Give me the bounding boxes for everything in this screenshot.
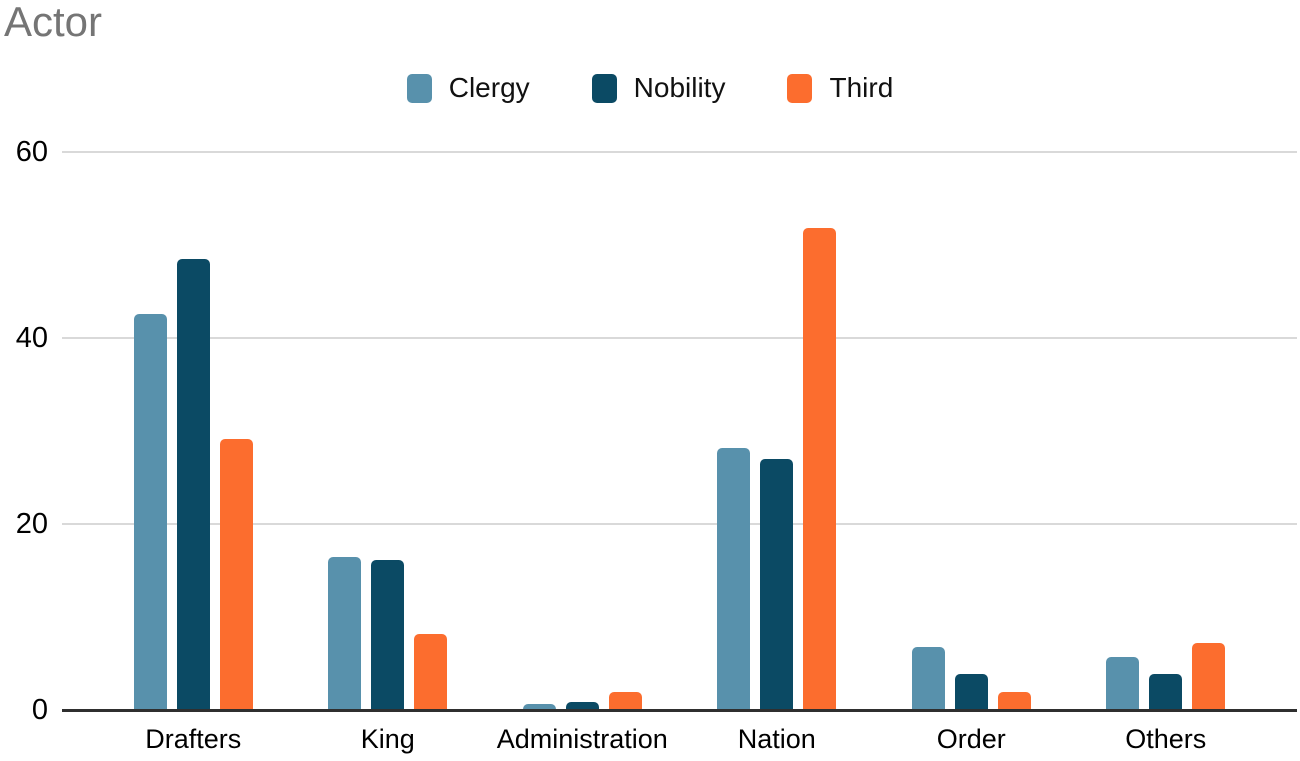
legend-swatch-nobility: [591, 73, 617, 103]
bar-others-nobility: [1149, 674, 1183, 709]
x-axis-labels: Drafters King Administration Nation Order Oth…: [96, 721, 1263, 757]
legend-item-third: Third: [787, 68, 893, 108]
bar-order-third: [997, 692, 1031, 709]
bar-drafters-clergy: [133, 314, 167, 709]
bar-order-nobility: [954, 674, 988, 709]
x-label-king: King: [360, 724, 415, 754]
x-label-order: Order: [936, 724, 1006, 754]
x-label-drafters: Drafters: [145, 724, 242, 754]
x-axis-line: [62, 709, 1297, 712]
plot-area: Drafters King Administration Nation Order Oth…: [62, 151, 1297, 754]
gridline-y-20: [62, 523, 1297, 525]
bar-king-clergy: [328, 557, 362, 709]
bar-king-third: [414, 634, 448, 709]
x-label-others: Others: [1125, 724, 1207, 754]
legend-swatch-clergy: [406, 73, 432, 103]
gridline-y-40: [62, 337, 1297, 339]
legend-item-nobility: Nobility: [591, 68, 726, 108]
bar-administration-clergy: [522, 704, 556, 709]
legend-item-clergy: Clergy: [406, 68, 530, 108]
bar-group-order: [874, 151, 1069, 709]
bar-group-administration: [485, 151, 680, 709]
bar-nation-third: [803, 228, 837, 709]
legend-label: Nobility: [633, 72, 726, 103]
bar-nation-nobility: [760, 459, 794, 709]
legend-label: Third: [829, 72, 894, 103]
bar-administration-nobility: [565, 702, 599, 709]
y-tick-label-0: 0: [31, 694, 48, 726]
legend-label: Clergy: [448, 72, 530, 103]
bar-others-third: [1192, 643, 1226, 709]
bar-group-others: [1069, 151, 1264, 709]
bar-others-clergy: [1106, 657, 1140, 709]
bar-drafters-third: [219, 439, 253, 709]
bar-administration-third: [608, 692, 642, 709]
bars-layer: [96, 151, 1263, 709]
x-label-administration: Administration: [496, 724, 668, 754]
x-label-nation: Nation: [737, 724, 816, 754]
bar-king-nobility: [371, 560, 405, 709]
gridline-y-60: [62, 151, 1297, 153]
bar-order-clergy: [911, 647, 945, 709]
y-tick-label-20: 20: [15, 508, 48, 540]
bar-drafters-nobility: [176, 259, 210, 709]
bar-nation-clergy: [717, 448, 751, 709]
y-tick-label-60: 60: [15, 136, 48, 168]
bar-group-drafters: [96, 151, 291, 709]
legend-swatch-third: [787, 73, 813, 103]
chart-title: Actor: [4, 0, 103, 45]
y-tick-label-40: 40: [15, 322, 48, 354]
legend: Clergy Nobility Third: [0, 68, 1300, 108]
bar-group-nation: [680, 151, 875, 709]
bar-group-king: [291, 151, 486, 709]
